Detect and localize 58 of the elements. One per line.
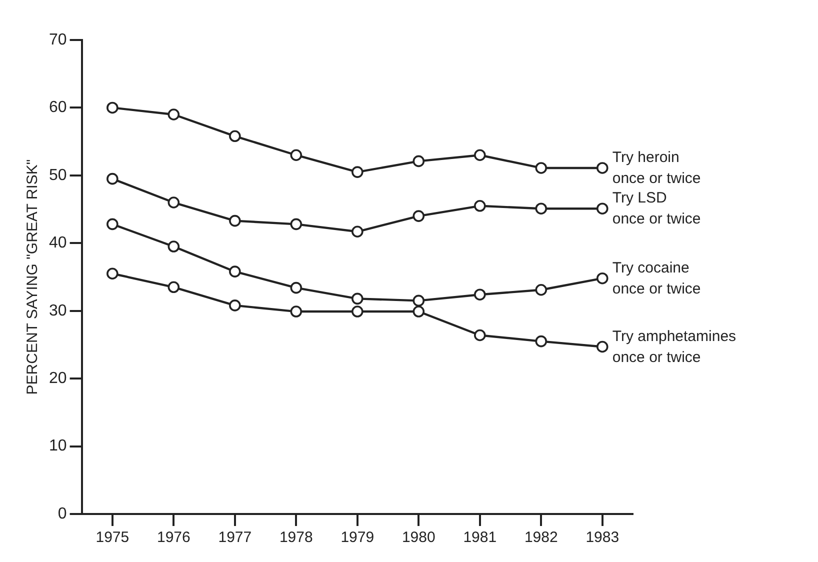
point: [535, 284, 548, 296]
point: [106, 172, 118, 185]
x-tick-label: 1980: [402, 529, 436, 546]
series-label: Try LSD once or twice: [612, 190, 701, 228]
point: [106, 268, 118, 280]
point: [229, 130, 241, 142]
point: [412, 155, 425, 168]
point: [596, 202, 608, 215]
point: [229, 266, 241, 278]
point: [352, 292, 364, 305]
series-label: Try heroin once or twice: [612, 149, 701, 188]
point: [474, 200, 486, 212]
point: [412, 210, 425, 222]
point: [596, 162, 608, 174]
point: [290, 282, 302, 294]
point: [290, 149, 302, 162]
series-label: Try cocaine once or twice: [612, 259, 701, 298]
point: [168, 196, 180, 208]
point: [474, 329, 486, 342]
y-tick-label: 70: [49, 31, 67, 48]
x-tick-label: 1977: [218, 529, 252, 546]
point: [596, 340, 608, 353]
x-tick-label: 1978: [279, 529, 313, 546]
x-tick-label: 1983: [586, 529, 620, 546]
x-tick-label: 1982: [524, 529, 558, 546]
point: [596, 272, 608, 284]
y-tick-label: 10: [49, 438, 67, 455]
y-axis-title: PERCENT SAYING "GREAT RISK": [24, 159, 42, 395]
point: [535, 202, 548, 215]
point: [168, 240, 180, 252]
point: [352, 306, 364, 318]
y-tick-label: 30: [49, 302, 67, 320]
x-tick-label: 1975: [96, 529, 130, 546]
point: [535, 162, 548, 174]
point: [412, 294, 425, 307]
x-tick-label: 1976: [156, 529, 190, 546]
series-label: Try amphetamines once or twice: [612, 328, 736, 366]
y-tick-label: 50: [49, 166, 67, 184]
y-tick-label: 0: [58, 505, 67, 522]
point: [352, 226, 364, 238]
point: [290, 218, 302, 230]
x-tick-label: 1981: [463, 529, 497, 546]
point: [168, 108, 180, 120]
point: [106, 218, 118, 230]
point: [474, 288, 486, 301]
point: [168, 281, 180, 294]
x-tick-label: 1979: [340, 529, 374, 546]
point: [290, 306, 302, 318]
point: [106, 102, 118, 114]
point: [352, 166, 364, 178]
point: [474, 149, 486, 162]
y-tick-label: 20: [49, 370, 67, 387]
y-tick-label: 40: [49, 234, 67, 252]
point: [535, 335, 548, 348]
point: [412, 306, 425, 318]
point: [229, 214, 241, 227]
y-tick-label: 60: [49, 99, 67, 116]
point: [229, 300, 241, 312]
